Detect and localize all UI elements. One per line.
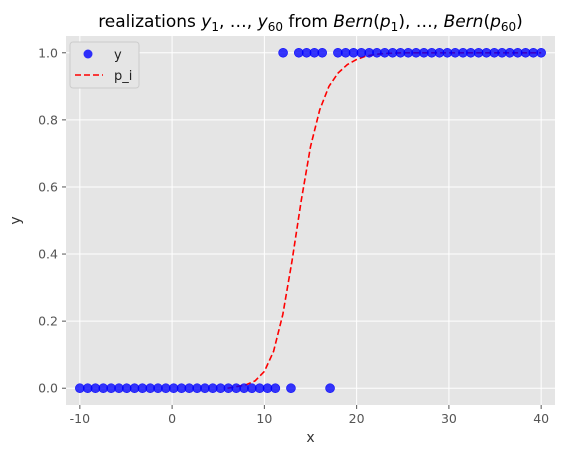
legend-label-p: p_i (114, 69, 132, 84)
data-point (286, 383, 296, 394)
x-axis-ticks: -10 0 10 20 30 40 (70, 405, 549, 426)
data-point (270, 383, 281, 394)
chart-title: realizations y1, …, y60 from Bern(p1), …… (98, 12, 523, 34)
title-part: ( (483, 12, 490, 32)
title-part: ) (516, 12, 523, 32)
title-part: Bern (333, 12, 373, 32)
y-axis-label: y (8, 216, 24, 224)
title-part: ), …, (398, 12, 443, 32)
x-axis-label: x (306, 430, 314, 446)
title-part: y (257, 12, 269, 32)
plot-background (66, 36, 555, 405)
legend: y p_i (69, 41, 140, 89)
title-part: Bern (444, 12, 484, 32)
x-tick-label: 30 (441, 411, 457, 426)
x-tick-label: 20 (349, 411, 365, 426)
title-part: 1 (211, 20, 219, 34)
title-part: 60 (268, 20, 283, 34)
title-part: 1 (391, 20, 399, 34)
x-tick-label: 0 (168, 411, 176, 426)
y-tick-label: 1.0 (38, 45, 58, 60)
y-tick-label: 0.6 (38, 179, 58, 194)
data-point (536, 47, 546, 58)
title-part: p (379, 12, 391, 32)
point-layer (75, 47, 546, 394)
title-part: , …, (219, 12, 258, 32)
y-tick-label: 0.0 (38, 381, 58, 396)
x-tick-label: 40 (533, 411, 549, 426)
x-tick-label: 10 (256, 411, 272, 426)
title-part: 60 (501, 20, 516, 34)
data-point (325, 383, 335, 394)
y-axis-ticks: 0.0 0.2 0.4 0.6 0.8 1.0 (38, 45, 66, 396)
legend-marker-y (83, 49, 93, 59)
x-tick-label: -10 (70, 411, 90, 426)
data-point (278, 47, 288, 58)
title-part: p (489, 12, 501, 32)
title-part: realizations (98, 12, 201, 32)
title-part: ( (373, 12, 380, 32)
y-tick-label: 0.8 (38, 112, 58, 127)
title-part: y (200, 12, 212, 32)
legend-label-y: y (114, 48, 122, 63)
data-point (317, 47, 328, 58)
title-part: from (283, 12, 333, 32)
y-tick-label: 0.2 (38, 314, 58, 329)
y-tick-label: 0.4 (38, 247, 58, 262)
